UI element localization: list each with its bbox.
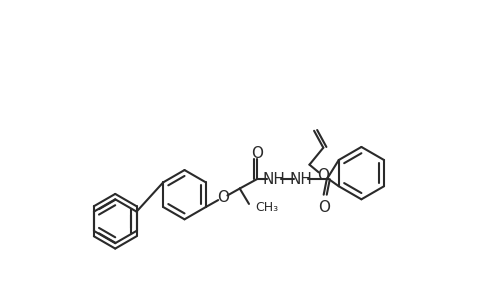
Text: O: O [317, 200, 330, 215]
Text: NH: NH [289, 172, 312, 187]
Text: O: O [250, 146, 263, 161]
Text: CH₃: CH₃ [255, 201, 278, 214]
Text: NH: NH [262, 172, 285, 187]
Text: O: O [317, 168, 329, 183]
Text: O: O [217, 190, 229, 205]
